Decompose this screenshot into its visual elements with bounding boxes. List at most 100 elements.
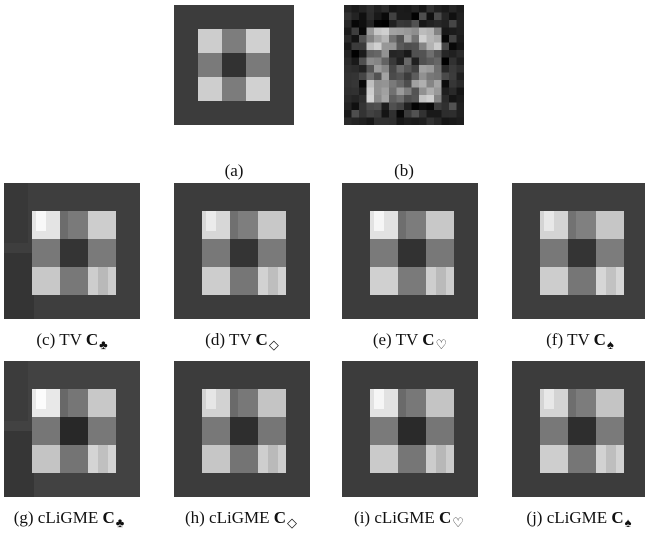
noise-pixel xyxy=(404,5,412,13)
noise-pixel xyxy=(381,20,390,28)
diamond-icon: ◇ xyxy=(268,337,279,352)
noise-pixel xyxy=(381,35,390,43)
noise-pixel xyxy=(359,117,367,125)
noise-pixel xyxy=(456,110,464,118)
noise-pixel xyxy=(434,102,442,111)
noise-pixel xyxy=(426,102,435,111)
noise-pixel xyxy=(374,65,382,73)
noise-pixel xyxy=(366,87,375,96)
noise-pixel xyxy=(426,20,435,28)
caption-a: (a) xyxy=(224,161,244,180)
noise-pixel xyxy=(411,27,420,36)
noise-pixel xyxy=(426,95,435,103)
noise-pixel xyxy=(389,57,397,66)
noise-pixel xyxy=(449,80,457,88)
block xyxy=(88,417,116,445)
shade xyxy=(98,267,108,295)
noise-pixel xyxy=(426,80,435,88)
noise-pixel xyxy=(404,102,412,111)
noise-pixel xyxy=(411,110,420,118)
shade xyxy=(230,389,238,417)
noise-pixel xyxy=(441,102,450,111)
noise-pixel xyxy=(359,65,367,73)
noise-pixel xyxy=(426,35,435,43)
highlight xyxy=(374,389,384,409)
block xyxy=(230,267,258,295)
noise-pixel xyxy=(419,35,427,43)
block xyxy=(258,211,286,239)
noise-pixel xyxy=(441,42,450,51)
noise-pixel xyxy=(344,35,352,43)
noise-pixel xyxy=(419,42,427,51)
block xyxy=(370,239,398,267)
noise-pixel xyxy=(441,95,450,103)
noise-pixel xyxy=(366,102,375,111)
noise-pixel xyxy=(441,110,450,118)
club-icon: ♣ xyxy=(99,337,108,352)
noise-pixel xyxy=(419,102,427,111)
noise-pixel xyxy=(381,12,390,21)
noise-pixel xyxy=(434,65,442,73)
noise-pixel xyxy=(396,27,405,36)
noise-pixel xyxy=(351,117,360,125)
noise-pixel xyxy=(456,95,464,103)
shade xyxy=(60,389,68,417)
noise-pixel xyxy=(419,95,427,103)
noise-pixel xyxy=(351,65,360,73)
shade xyxy=(568,389,576,417)
block xyxy=(60,239,88,267)
block xyxy=(230,239,258,267)
block xyxy=(258,239,286,267)
noise-pixel xyxy=(449,50,457,58)
noise-pixel xyxy=(426,27,435,36)
block xyxy=(246,77,270,101)
block xyxy=(426,239,454,267)
noise-pixel xyxy=(366,117,375,125)
noise-pixel xyxy=(456,5,464,13)
noise-pixel xyxy=(419,5,427,13)
noise-pixel xyxy=(344,80,352,88)
block xyxy=(568,239,596,267)
noise-pixel xyxy=(411,42,420,51)
highlight xyxy=(544,389,554,409)
panel-f xyxy=(512,183,645,319)
background-patch xyxy=(4,361,28,421)
panel-h xyxy=(174,361,310,497)
noise-pixel xyxy=(426,42,435,51)
block xyxy=(202,239,230,267)
noise-pixel xyxy=(366,65,375,73)
noise-pixel xyxy=(359,50,367,58)
noise-pixel xyxy=(359,57,367,66)
noise-pixel xyxy=(344,5,352,13)
noise-pixel xyxy=(456,65,464,73)
noise-pixel xyxy=(389,87,397,96)
block xyxy=(398,239,426,267)
noise-pixel xyxy=(366,95,375,103)
block xyxy=(540,267,568,295)
shade xyxy=(398,211,406,239)
noise-pixel xyxy=(389,65,397,73)
noise-pixel xyxy=(434,95,442,103)
block xyxy=(222,29,246,53)
noise-pixel xyxy=(449,35,457,43)
noise-pixel xyxy=(359,35,367,43)
noise-pixel xyxy=(374,87,382,96)
noise-pixel xyxy=(411,20,420,28)
caption-g: (g) cLiGME C♣ xyxy=(13,508,125,530)
noise-pixel xyxy=(456,72,464,81)
block xyxy=(88,239,116,267)
noise-pixel xyxy=(441,50,450,58)
noise-pixel xyxy=(359,110,367,118)
noise-pixel xyxy=(434,5,442,13)
block xyxy=(60,417,88,445)
noise-pixel xyxy=(419,27,427,36)
noise-pixel xyxy=(404,35,412,43)
noise-pixel xyxy=(389,117,397,125)
noise-pixel xyxy=(366,20,375,28)
block xyxy=(32,417,60,445)
noise-pixel xyxy=(434,117,442,125)
noise-pixel xyxy=(411,50,420,58)
block xyxy=(202,267,230,295)
noise-pixel xyxy=(449,117,457,125)
noise-pixel xyxy=(449,20,457,28)
